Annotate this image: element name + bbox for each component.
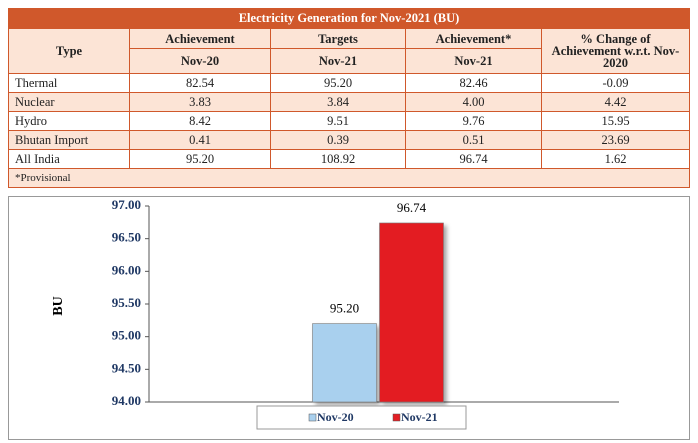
bar bbox=[379, 222, 444, 403]
header-cell: Achievement* bbox=[405, 28, 542, 49]
table-cell: 0.39 bbox=[270, 130, 406, 150]
y-tick-label: 97.00 bbox=[112, 197, 141, 212]
table-cell: 96.74 bbox=[405, 149, 542, 169]
table-cell: 8.42 bbox=[129, 111, 271, 131]
table-cell: 4.42 bbox=[541, 92, 690, 112]
legend-box bbox=[256, 405, 467, 430]
table-row: Nuclear 3.83 3.84 4.00 4.42 bbox=[8, 92, 690, 112]
table-note: *Provisional bbox=[8, 168, 690, 188]
y-tick-label: 96.50 bbox=[112, 230, 141, 245]
table-cell: 0.41 bbox=[129, 130, 271, 150]
y-tick-label: 94.50 bbox=[112, 360, 141, 375]
legend-label: Nov-21 bbox=[401, 410, 438, 424]
y-tick-label: 95.50 bbox=[112, 295, 141, 310]
table-cell: 3.83 bbox=[129, 92, 271, 112]
table-cell: 108.92 bbox=[270, 149, 406, 169]
table-cell: 23.69 bbox=[541, 130, 690, 150]
header-cell: Type bbox=[8, 28, 130, 74]
table-cell: 82.46 bbox=[405, 73, 542, 93]
data-label: 95.20 bbox=[330, 301, 359, 316]
header-cell: Achievement bbox=[129, 28, 271, 49]
header-cell: Targets bbox=[270, 28, 406, 49]
table-row: Bhutan Import 0.41 0.39 0.51 23.69 bbox=[8, 130, 690, 150]
header-cell: Nov-20 bbox=[129, 48, 271, 74]
y-tick-label: 94.00 bbox=[112, 393, 141, 408]
legend-swatch bbox=[392, 413, 401, 422]
table-cell: Hydro bbox=[8, 111, 130, 131]
table-row: Thermal 82.54 95.20 82.46 -0.09 bbox=[8, 73, 690, 93]
y-tick-label: 95.00 bbox=[112, 328, 141, 343]
table-cell: -0.09 bbox=[541, 73, 690, 93]
legend-label: Nov-20 bbox=[317, 410, 354, 424]
header-cell: % Change of Achievement w.r.t. Nov-2020 bbox=[541, 28, 690, 74]
table-cell: 95.20 bbox=[270, 73, 406, 93]
table-cell: 9.51 bbox=[270, 111, 406, 131]
bar bbox=[312, 323, 377, 403]
y-axis-label: BU bbox=[51, 296, 66, 315]
table-cell: 9.76 bbox=[405, 111, 542, 131]
y-tick-label: 96.00 bbox=[112, 262, 141, 277]
table-row: Hydro 8.42 9.51 9.76 15.95 bbox=[8, 111, 690, 131]
header-cell: Nov-21 bbox=[270, 48, 406, 74]
header-cell: Nov-21 bbox=[405, 48, 542, 74]
table-cell: Bhutan Import bbox=[8, 130, 130, 150]
chart: BU 94.00 94.50 95.00 95.50 96.00 96.50 97.00 95… bbox=[8, 196, 690, 440]
table-cell: 82.54 bbox=[129, 73, 271, 93]
table-cell: Nuclear bbox=[8, 92, 130, 112]
table-row: All India 95.20 108.92 96.74 1.62 bbox=[8, 149, 690, 169]
generation-table: Electricity Generation for Nov-2021 (BU)… bbox=[8, 8, 690, 188]
table-cell: 95.20 bbox=[129, 149, 271, 169]
table-cell: All India bbox=[8, 149, 130, 169]
table-cell: 3.84 bbox=[270, 92, 406, 112]
table-cell: 4.00 bbox=[405, 92, 542, 112]
table-cell: 15.95 bbox=[541, 111, 690, 131]
table-cell: 1.62 bbox=[541, 149, 690, 169]
legend-swatch bbox=[308, 413, 317, 422]
table-title: Electricity Generation for Nov-2021 (BU) bbox=[8, 8, 690, 29]
table-cell: Thermal bbox=[8, 73, 130, 93]
table-cell: 0.51 bbox=[405, 130, 542, 150]
data-label: 96.74 bbox=[397, 200, 427, 215]
